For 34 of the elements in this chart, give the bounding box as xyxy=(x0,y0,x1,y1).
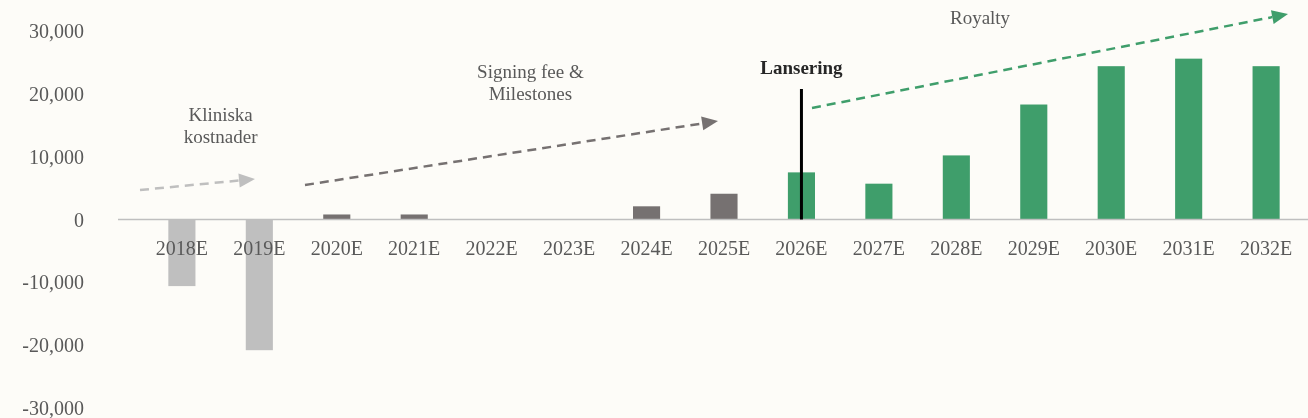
y-tick-label: -10,000 xyxy=(22,271,84,294)
bar xyxy=(1175,58,1203,220)
x-tick-label: 2029E xyxy=(1007,236,1060,259)
y-tick-label: 10,000 xyxy=(29,145,84,168)
x-tick-label: 2021E xyxy=(388,236,441,259)
x-tick-label: 2025E xyxy=(697,236,751,259)
x-tick-label: 2028E xyxy=(930,236,983,259)
bar xyxy=(400,214,428,220)
y-tick-label: -30,000 xyxy=(22,397,84,418)
y-tick-label: 0 xyxy=(74,208,84,231)
y-tick-label: -20,000 xyxy=(22,334,84,357)
annotation: Signing fee & Milestones xyxy=(477,61,584,104)
ref-line-label: Lansering xyxy=(760,57,844,78)
bar xyxy=(710,193,738,220)
x-tick-label: 2023E xyxy=(543,236,596,259)
bar xyxy=(323,214,351,220)
x-tick-label: 2022E xyxy=(465,236,518,259)
x-tick-label: 2027E xyxy=(852,236,905,259)
bar xyxy=(865,183,893,220)
y-tick-label: 20,000 xyxy=(29,82,84,105)
x-tick-label: 2030E xyxy=(1085,236,1138,259)
bar xyxy=(1097,66,1125,220)
x-tick-label: 2032E xyxy=(1240,236,1293,259)
text: Royalty xyxy=(949,7,1011,28)
x-tick-label: 2024E xyxy=(620,236,673,259)
x-tick-label: 2026E xyxy=(775,236,828,259)
annotation: Kliniska kostnader xyxy=(183,104,259,147)
bar xyxy=(633,206,661,220)
x-tick-label: 2031E xyxy=(1162,236,1215,259)
bar xyxy=(1252,66,1280,220)
bar xyxy=(1020,104,1048,220)
bar xyxy=(942,155,970,220)
y-tick-label: 30,000 xyxy=(29,20,84,42)
x-tick-label: 2020E xyxy=(310,236,363,259)
